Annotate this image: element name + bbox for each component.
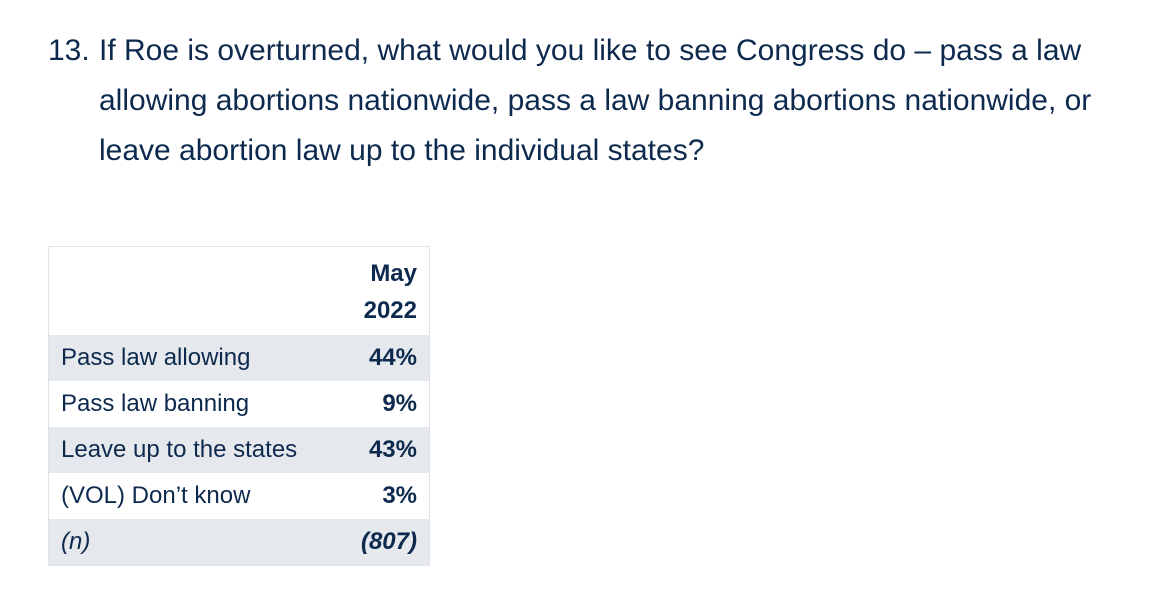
sample-size-label: (n) bbox=[49, 519, 340, 565]
row-label: Pass law allowing bbox=[49, 335, 340, 381]
row-value: 3% bbox=[382, 482, 417, 509]
row-value: 44% bbox=[339, 335, 429, 381]
sample-size-row: (n) (807) bbox=[49, 519, 429, 565]
table-row: (VOL) Don’t know 3% bbox=[49, 473, 429, 519]
table-header-row: May 2022 bbox=[49, 247, 429, 335]
table-row: Leave up to the states 43% bbox=[49, 427, 429, 473]
question: 13. If Roe is overturned, what would you… bbox=[48, 26, 1128, 176]
sample-size-value: (807) bbox=[339, 519, 429, 565]
table-row: Pass law allowing 44% bbox=[49, 335, 429, 381]
row-value: 43% bbox=[339, 427, 429, 473]
row-value: 9% bbox=[382, 390, 417, 417]
row-label: (VOL) Don’t know bbox=[61, 482, 251, 509]
header-blank-cell bbox=[49, 247, 340, 335]
table-row: Pass law banning 9% bbox=[49, 381, 429, 427]
question-text: If Roe is overturned, what would you lik… bbox=[99, 34, 1092, 167]
results-table: May 2022 Pass law allowing 44% Pass law … bbox=[48, 246, 430, 566]
row-label: Pass law banning bbox=[61, 390, 250, 417]
row-label: Leave up to the states bbox=[49, 427, 340, 473]
question-number: 13. bbox=[48, 34, 90, 67]
column-header-year: 2022 bbox=[363, 297, 417, 324]
column-header-month: May bbox=[370, 260, 417, 287]
column-header-may-2022: May 2022 bbox=[340, 247, 429, 335]
